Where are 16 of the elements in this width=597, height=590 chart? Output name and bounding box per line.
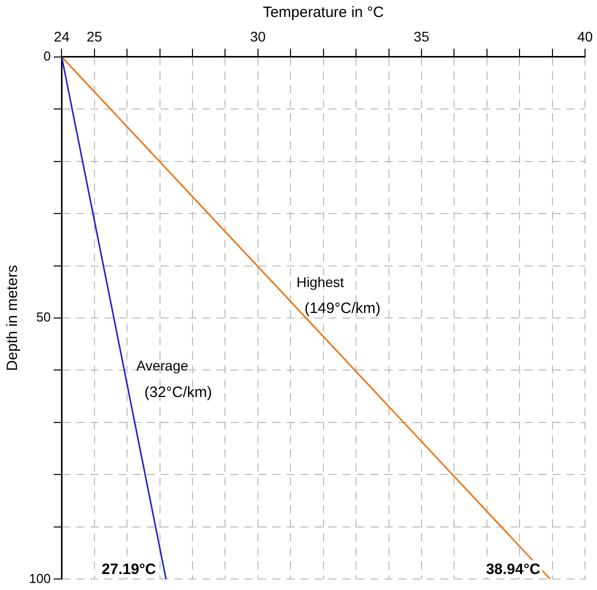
- annotation: 27.19°C: [102, 560, 156, 578]
- x-tick-label: 30: [250, 28, 266, 44]
- y-axis-title: Depth in meters: [4, 265, 22, 371]
- y-tick-label: 0: [43, 48, 51, 64]
- x-tick-label: 24: [54, 28, 70, 44]
- x-axis-title: Temperature in °C: [262, 4, 384, 22]
- annotation: (149°C/km): [304, 300, 380, 318]
- annotation: 38.94°C: [486, 560, 540, 578]
- x-tick-label: 40: [577, 28, 593, 44]
- x-tick-label: 35: [414, 28, 430, 44]
- y-tick-label: 100: [28, 570, 51, 586]
- y-tick-label: 50: [36, 310, 51, 325]
- x-tick-label: 25: [86, 28, 102, 44]
- series-label: Average: [136, 358, 188, 374]
- series-label: Highest: [296, 274, 344, 290]
- annotation: (32°C/km): [144, 384, 212, 401]
